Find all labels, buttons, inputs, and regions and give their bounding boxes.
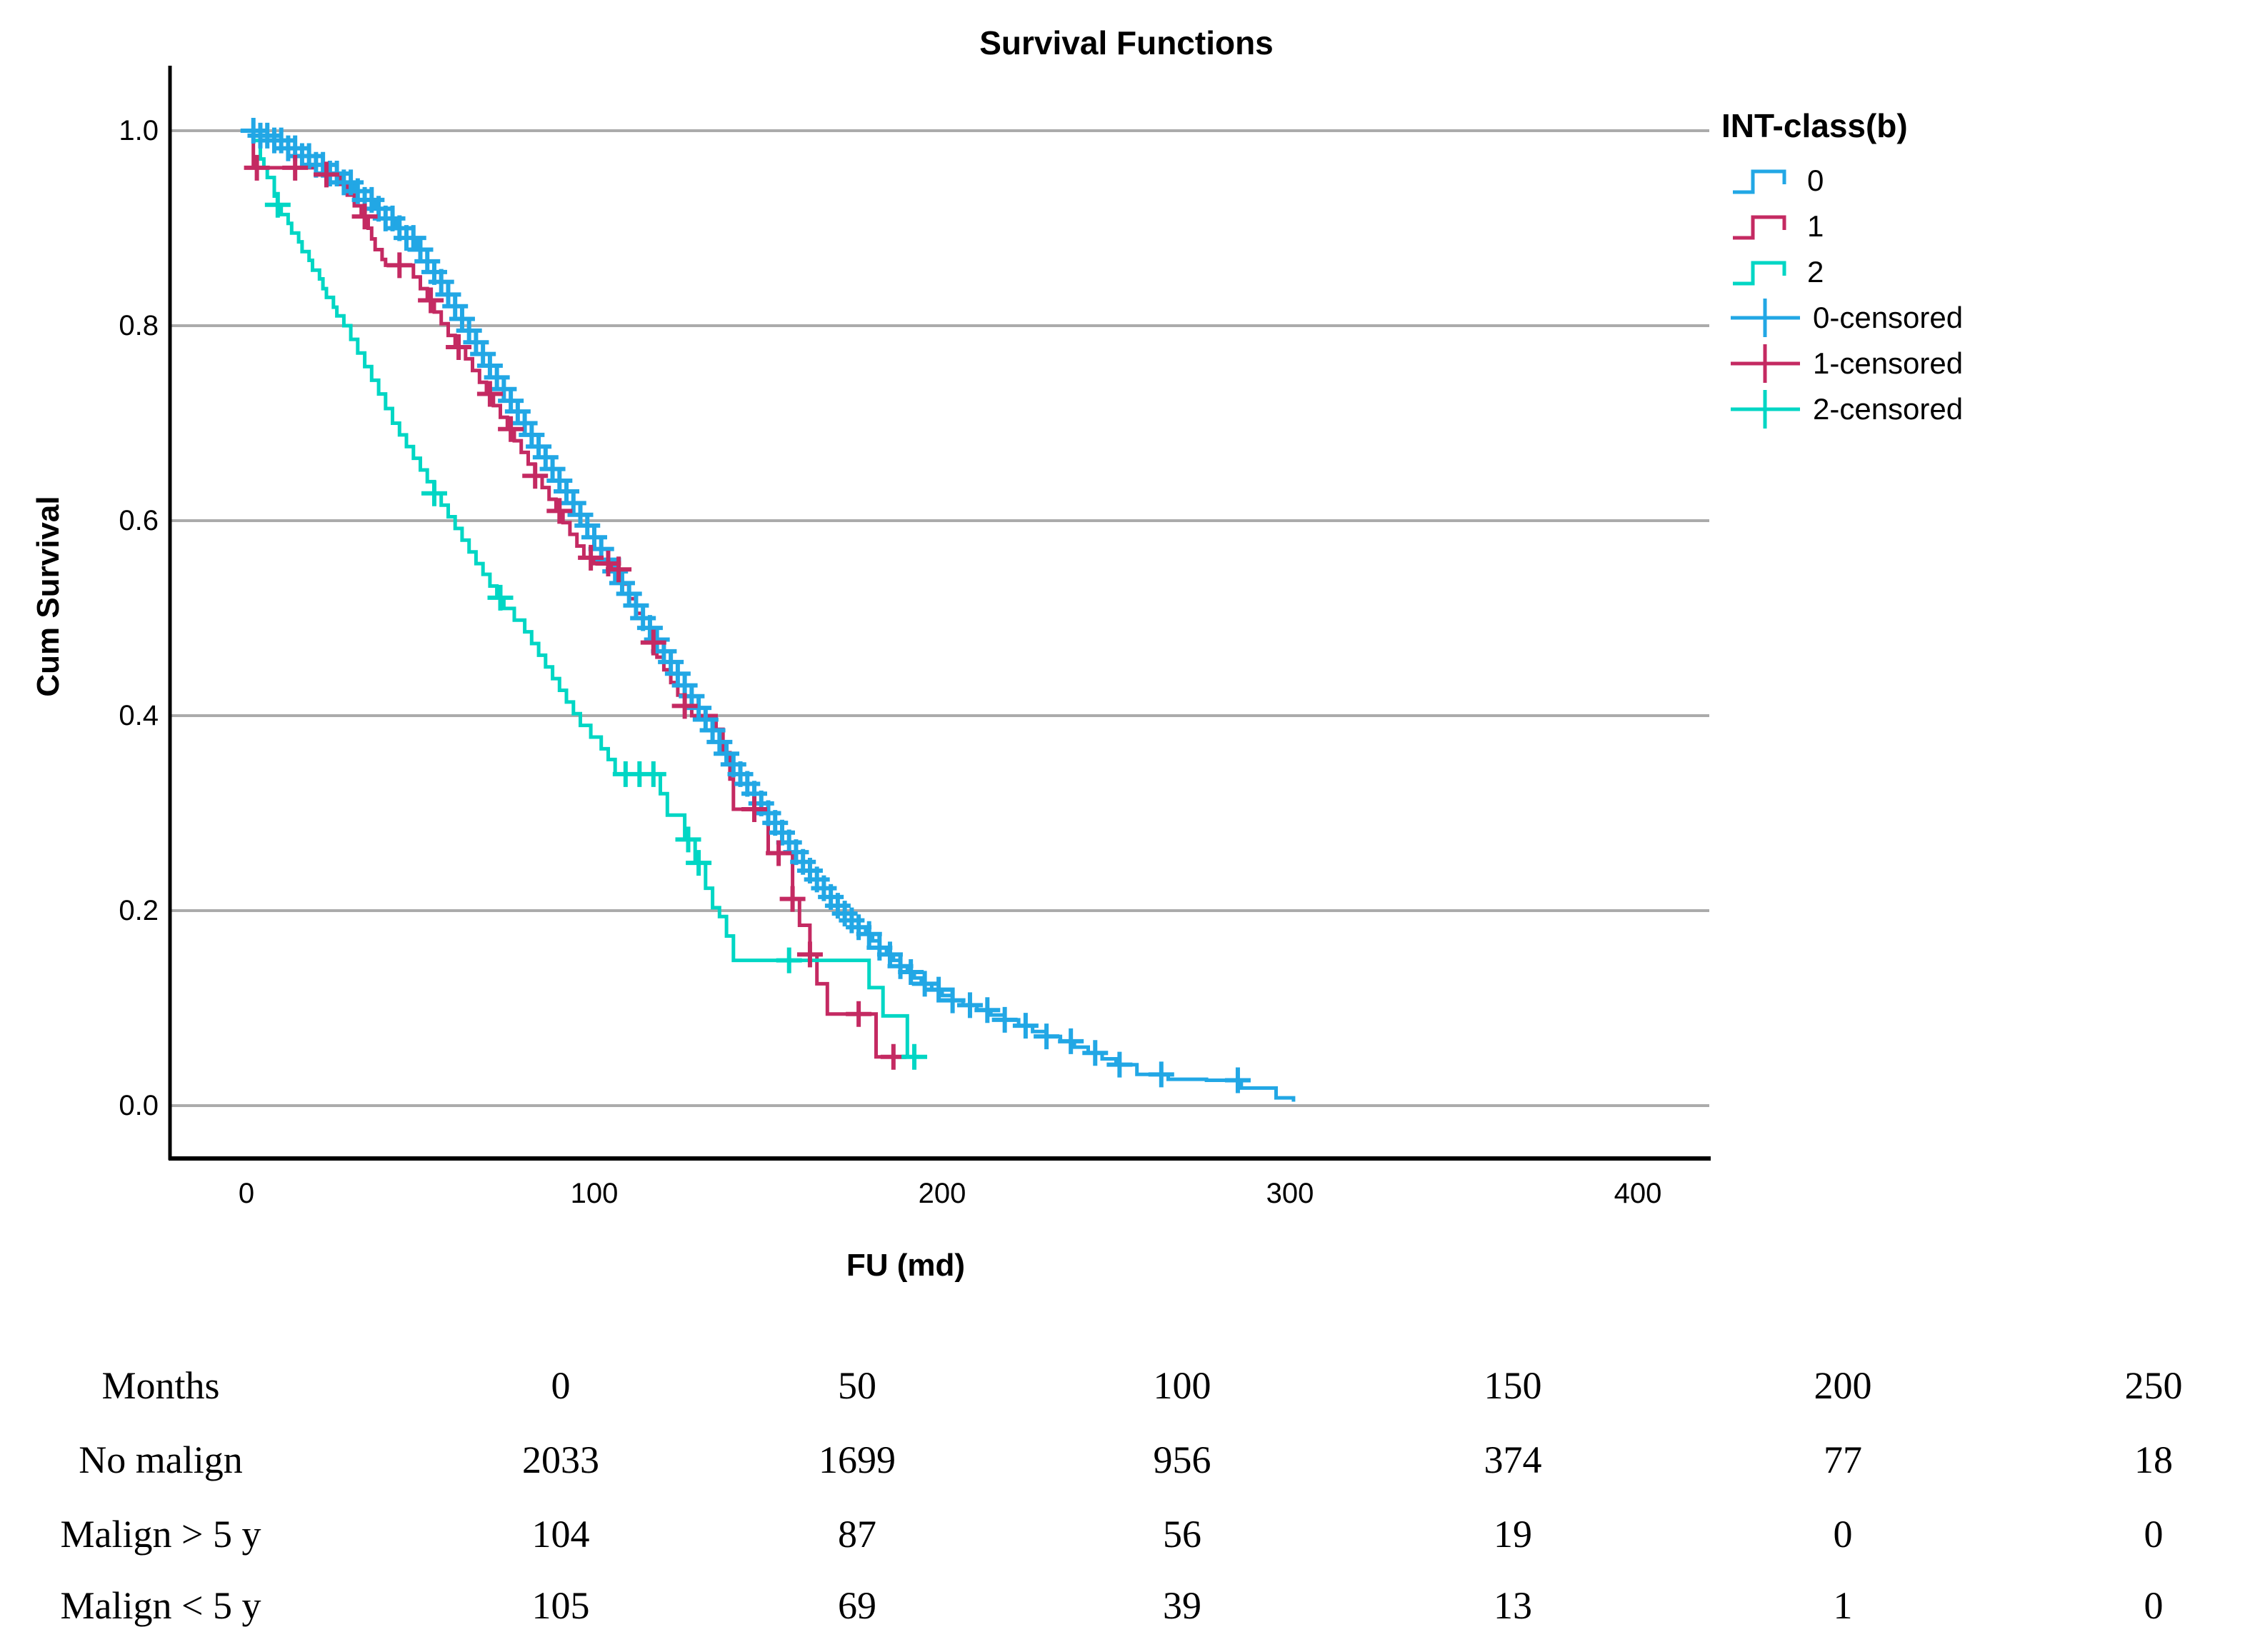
legend-swatch-0-line xyxy=(1733,169,1786,194)
risk-table-cell: 2033 xyxy=(522,1438,599,1481)
risk-table-cell: 87 xyxy=(838,1513,876,1556)
x-axis-title: FU (md) xyxy=(846,1248,965,1283)
risk-table-cell: 77 xyxy=(1824,1438,1862,1481)
series-1-curve xyxy=(246,129,904,1059)
legend-label-0-censored: 0-censored xyxy=(1813,301,1963,334)
plot-layer xyxy=(240,118,1296,1102)
risk-table-header-value: 200 xyxy=(1814,1364,1872,1407)
legend-label-2: 2 xyxy=(1807,255,1824,289)
risk-table-row-no-malign: No malign 2033 1699 956 374 77 18 xyxy=(0,1423,2260,1497)
risk-table-cell: 0 xyxy=(1833,1513,1853,1556)
y-tick-label-5: 0.0 xyxy=(119,1090,159,1121)
y-tick-label-3: 0.4 xyxy=(119,700,159,731)
x-tick-label-2: 200 xyxy=(919,1178,966,1209)
risk-table-row-malign-gt-5y: Malign > 5 y 104 87 56 19 0 0 xyxy=(0,1497,2260,1571)
risk-table-cell: 956 xyxy=(1153,1438,1211,1481)
y-tick-labels: 1.0 0.8 0.6 0.4 0.2 0.0 xyxy=(119,115,159,1121)
risk-table-cell: 105 xyxy=(531,1584,590,1627)
risk-table-cell: 39 xyxy=(1163,1584,1201,1627)
legend-item-2-censored: 2-censored xyxy=(1731,390,1963,429)
risk-table-header-value: 150 xyxy=(1484,1364,1542,1407)
y-tick-label-1: 0.8 xyxy=(119,310,159,341)
survival-chart: Survival Functions Cum Survival FU (md) … xyxy=(31,24,1963,1283)
risk-table-row-label: Malign < 5 y xyxy=(60,1584,261,1627)
legend-label-1: 1 xyxy=(1807,209,1824,243)
risk-table-header-value: 250 xyxy=(2124,1364,2183,1407)
risk-table-cell: 56 xyxy=(1163,1513,1201,1556)
risk-table-cell: 69 xyxy=(838,1584,876,1627)
risk-table-header-value: 0 xyxy=(551,1364,571,1407)
risk-table-row-label: Malign > 5 y xyxy=(60,1513,261,1556)
risk-table-header-value: 50 xyxy=(838,1364,876,1407)
x-tick-label-0: 0 xyxy=(239,1178,254,1209)
risk-table-row-label: No malign xyxy=(79,1438,243,1481)
legend-swatch-2-line xyxy=(1733,261,1786,286)
legend-item-0-censored: 0-censored xyxy=(1731,299,1963,337)
risk-table-cell: 18 xyxy=(2134,1438,2173,1481)
chart-title: Survival Functions xyxy=(979,24,1274,61)
legend-swatch-1-line xyxy=(1733,215,1786,240)
x-tick-label-4: 400 xyxy=(1614,1178,1662,1209)
x-tick-label-3: 300 xyxy=(1266,1178,1314,1209)
risk-table-cell: 104 xyxy=(531,1513,590,1556)
legend-label-2-censored: 2-censored xyxy=(1813,392,1963,426)
risk-table-header-value: 100 xyxy=(1153,1364,1211,1407)
series-1-censor-marks xyxy=(244,154,906,1070)
risk-table-cell: 374 xyxy=(1484,1438,1542,1481)
legend-item-1: 1 xyxy=(1733,209,1824,243)
x-tick-labels: 0 100 200 300 400 xyxy=(239,1178,1662,1209)
series-2-censor-marks xyxy=(264,191,928,1070)
legend-item-0: 0 xyxy=(1733,164,1824,197)
legend-label-0: 0 xyxy=(1807,164,1824,197)
y-axis-title: Cum Survival xyxy=(31,496,66,696)
risk-table-cell: 0 xyxy=(2144,1584,2164,1627)
x-tick-label-1: 100 xyxy=(571,1178,619,1209)
legend-item-1-censored: 1-censored xyxy=(1731,344,1963,383)
series-2-curve xyxy=(246,129,925,1059)
risk-table-cell: 1 xyxy=(1833,1584,1853,1627)
risk-table-cell: 0 xyxy=(2144,1513,2164,1556)
y-tick-label-4: 0.2 xyxy=(119,895,159,926)
legend: INT-class(b) 0 1 2 0-censored 1-censored… xyxy=(1721,107,1963,429)
series-0-curve xyxy=(246,129,1296,1102)
y-tick-label-0: 1.0 xyxy=(119,115,159,146)
risk-table-header-row: Months 0 50 100 150 200 250 xyxy=(0,1348,2260,1423)
risk-table-cell: 19 xyxy=(1494,1513,1532,1556)
risk-table-cell: 13 xyxy=(1494,1584,1532,1627)
risk-table-header-label: Months xyxy=(101,1364,220,1407)
legend-title: INT-class(b) xyxy=(1721,107,1908,144)
risk-table-row-malign-lt-5y: Malign < 5 y 105 69 39 13 1 0 xyxy=(0,1568,2260,1643)
legend-item-2: 2 xyxy=(1733,255,1824,289)
gridlines xyxy=(170,129,1709,1107)
legend-label-1-censored: 1-censored xyxy=(1813,346,1963,380)
risk-table-cell: 1699 xyxy=(819,1438,896,1481)
y-tick-label-2: 0.6 xyxy=(119,505,159,536)
